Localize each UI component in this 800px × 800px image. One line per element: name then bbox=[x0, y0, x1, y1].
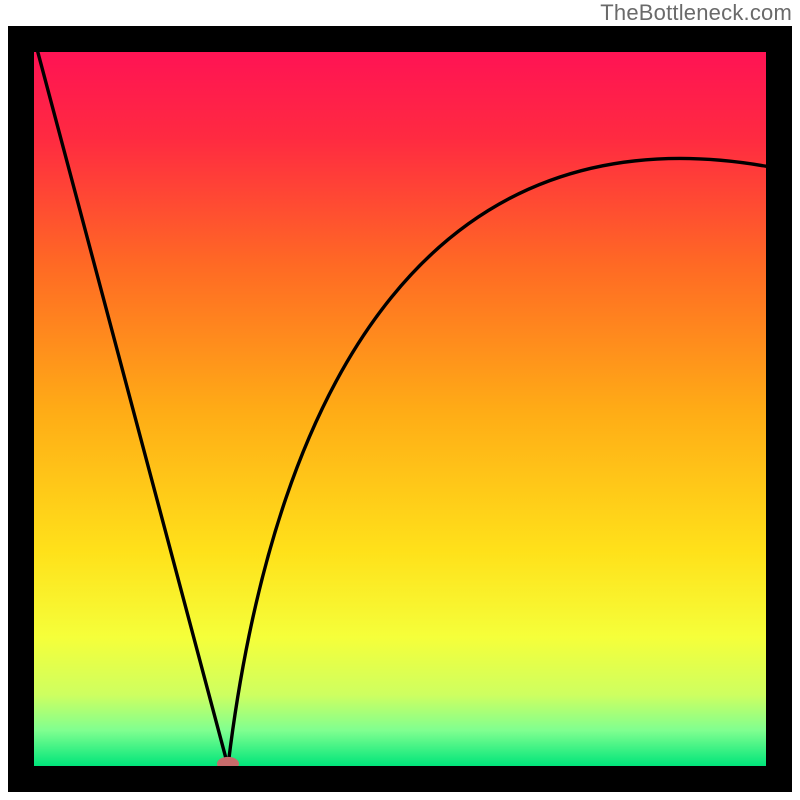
chart-container: TheBottleneck.com bbox=[0, 0, 800, 800]
watermark-text: TheBottleneck.com bbox=[600, 0, 792, 26]
chart-svg bbox=[0, 0, 800, 800]
